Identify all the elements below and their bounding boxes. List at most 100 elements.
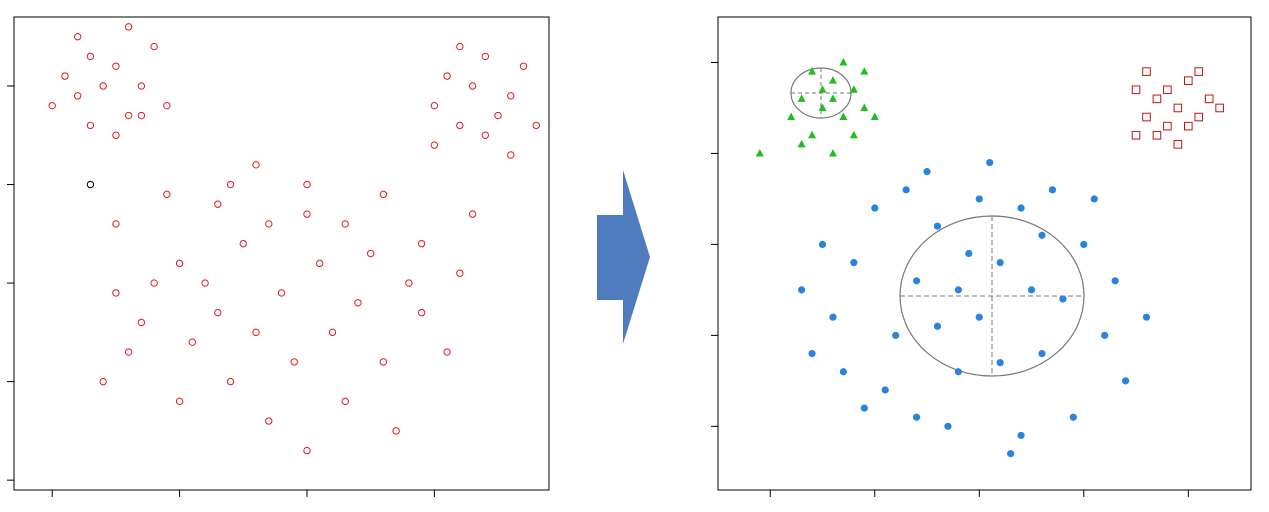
scatter-point xyxy=(798,286,806,294)
scatter-point xyxy=(849,85,858,93)
scatter-point xyxy=(1080,240,1088,249)
scatter-point xyxy=(933,322,942,330)
scatter-point xyxy=(226,377,235,386)
scatter-point xyxy=(175,397,184,406)
scatter-point xyxy=(902,186,910,194)
scatter-point xyxy=(112,289,120,297)
scatter-point xyxy=(443,72,451,80)
scatter-point xyxy=(1111,277,1119,285)
scatter-point xyxy=(860,103,869,111)
scatter-point xyxy=(1183,121,1193,131)
scatter-point xyxy=(137,111,146,120)
scatter-point xyxy=(787,112,796,121)
scatter-point xyxy=(328,328,337,337)
scatter-point xyxy=(163,190,171,199)
scatter-point xyxy=(828,148,837,157)
scatter-point xyxy=(1059,295,1067,303)
scatter-point xyxy=(1142,313,1151,321)
scatter-point xyxy=(290,358,298,366)
scatter-point xyxy=(252,328,260,337)
scatter-point xyxy=(417,308,426,317)
scatter-point xyxy=(1101,331,1109,339)
transform-arrow xyxy=(597,170,650,344)
scatter-point xyxy=(818,240,827,249)
scatter-point xyxy=(839,112,848,121)
cluster-overlays xyxy=(790,67,1085,377)
panel-frame-right xyxy=(717,16,1252,491)
scatter-point xyxy=(1038,349,1046,358)
scatter-point xyxy=(1194,67,1204,76)
scatter-point xyxy=(860,67,869,75)
scatter-point xyxy=(1017,431,1025,440)
scatter-point xyxy=(86,121,95,130)
scatter-point xyxy=(954,286,962,294)
scatter-point xyxy=(839,57,848,66)
scatter-point xyxy=(849,130,858,139)
scatter-point xyxy=(86,180,95,189)
scatter-point xyxy=(829,313,837,321)
scatter-point xyxy=(456,42,464,51)
scatter-point xyxy=(124,348,133,356)
scatter-point xyxy=(112,220,120,228)
scatter-point xyxy=(214,308,222,317)
scatter-point xyxy=(99,82,107,90)
scatter-points-left-panel xyxy=(48,23,540,455)
scatter-point xyxy=(137,82,146,90)
scatter-point xyxy=(1163,85,1172,95)
scatter-point xyxy=(1142,112,1151,122)
scatter-point xyxy=(1027,286,1036,294)
scatter-point xyxy=(1152,94,1162,104)
scatter-point xyxy=(1131,130,1141,140)
scatter-point xyxy=(996,359,1004,367)
scatter-point xyxy=(316,259,324,268)
scatter-point xyxy=(1215,103,1224,113)
scatter-point xyxy=(986,158,994,167)
scatter-point xyxy=(923,168,931,176)
scatter-point xyxy=(892,331,900,339)
scatter-point xyxy=(507,151,515,159)
scatter-point xyxy=(417,239,426,248)
scatter-point xyxy=(933,222,942,230)
scatter-point xyxy=(73,92,82,100)
scatter-point xyxy=(366,249,375,258)
scatter-point xyxy=(818,85,827,93)
scatter-point xyxy=(519,62,528,70)
scatter-point xyxy=(818,103,827,111)
scatter-point xyxy=(808,130,817,139)
scatter-point xyxy=(341,220,349,228)
scatter-point xyxy=(265,220,273,228)
scatter-point xyxy=(303,446,311,455)
scatter-point xyxy=(996,258,1004,267)
scatter-point xyxy=(405,279,413,287)
scatter-point xyxy=(277,289,286,297)
scatter-point xyxy=(828,76,837,84)
scatter-point xyxy=(226,180,235,189)
scatter-point xyxy=(150,279,158,287)
scatter-point xyxy=(507,92,515,100)
scatter-point xyxy=(150,42,158,51)
panel-frame-left xyxy=(13,16,550,491)
scatter-point xyxy=(870,112,879,121)
scatter-point xyxy=(430,141,439,149)
scatter-point xyxy=(1173,140,1183,149)
scatter-point xyxy=(808,349,816,358)
scatter-point xyxy=(1090,195,1098,203)
scatter-point xyxy=(481,131,490,139)
scatter-point xyxy=(1173,103,1183,113)
axis-ticks-left-panel xyxy=(7,85,435,497)
scatter-point xyxy=(1194,112,1204,122)
scatter-point xyxy=(86,52,95,61)
scatter-point xyxy=(163,101,171,110)
scatter-point xyxy=(1131,85,1141,95)
scatter-point xyxy=(797,139,806,148)
scatter-point xyxy=(252,161,260,169)
scatter-point xyxy=(188,338,197,346)
scatter-point xyxy=(944,422,952,430)
scatter-point xyxy=(456,269,464,277)
scatter-point xyxy=(112,131,120,139)
scatter-point xyxy=(954,368,962,376)
scatter-point xyxy=(839,368,848,376)
scatter-point xyxy=(1204,94,1214,104)
